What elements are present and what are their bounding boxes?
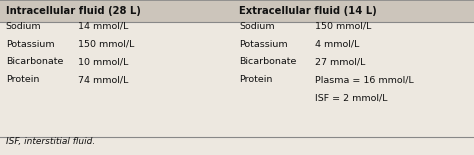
Text: Bicarbonate: Bicarbonate [239,58,297,66]
Text: 74 mmol/L: 74 mmol/L [78,75,128,84]
Text: 10 mmol/L: 10 mmol/L [78,58,128,66]
Text: 14 mmol/L: 14 mmol/L [78,22,128,31]
Text: 150 mmol/L: 150 mmol/L [315,22,372,31]
Text: 150 mmol/L: 150 mmol/L [78,40,135,49]
Text: Protein: Protein [239,75,273,84]
Text: Sodium: Sodium [6,22,41,31]
Text: Protein: Protein [6,75,39,84]
Bar [0,0,474,22]
Text: Intracellular fluid (28 L): Intracellular fluid (28 L) [6,6,141,16]
Text: 4 mmol/L: 4 mmol/L [315,40,360,49]
Text: Sodium: Sodium [239,22,275,31]
Text: ISF = 2 mmol/L: ISF = 2 mmol/L [315,93,388,102]
Text: Plasma = 16 mmol/L: Plasma = 16 mmol/L [315,75,414,84]
Text: 27 mmol/L: 27 mmol/L [315,58,365,66]
Text: ISF, interstitial fluid.: ISF, interstitial fluid. [6,137,95,146]
Text: Extracellular fluid (14 L): Extracellular fluid (14 L) [239,6,377,16]
Text: Bicarbonate: Bicarbonate [6,58,63,66]
Text: Potassium: Potassium [239,40,288,49]
Text: Potassium: Potassium [6,40,55,49]
